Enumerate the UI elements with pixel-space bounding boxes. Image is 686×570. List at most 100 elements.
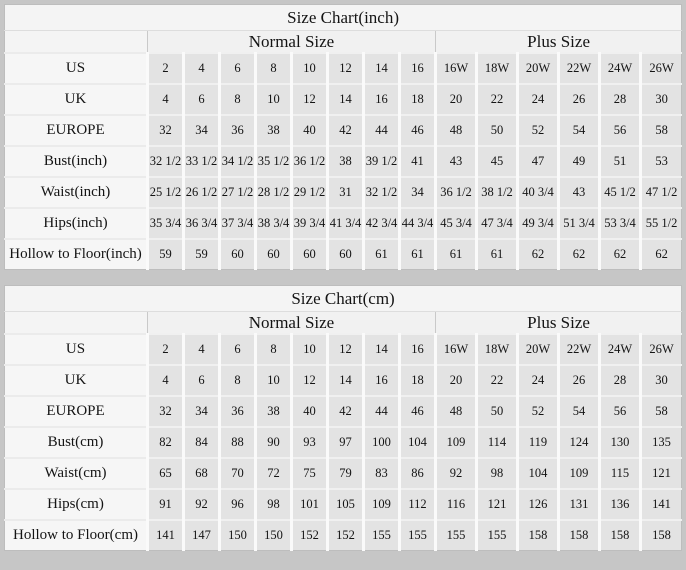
size-cell: 14 xyxy=(326,364,364,396)
size-cell: 38 1/2 xyxy=(475,176,518,208)
size-cell: 92 xyxy=(434,457,477,489)
size-cell: 20W xyxy=(516,52,559,84)
size-cell: 62 xyxy=(638,238,682,270)
size-cell: 121 xyxy=(475,488,518,520)
size-cell: 4 xyxy=(182,52,220,84)
size-cell: 121 xyxy=(638,457,682,489)
size-cell: 22W xyxy=(557,333,600,365)
size-cell: 61 xyxy=(398,238,436,270)
size-cell: 46 xyxy=(398,395,436,427)
size-cell: 10 xyxy=(254,83,292,115)
table-row: EUROPE 32 34 36 38 40 42 44 46 48 50 52 54 56 58 xyxy=(4,114,682,146)
size-cell: 16W xyxy=(434,333,477,365)
size-cell: 12 xyxy=(326,333,364,365)
size-cell: 36 1/2 xyxy=(290,145,328,177)
size-cell: 52 xyxy=(516,395,559,427)
size-cell: 10 xyxy=(290,52,328,84)
size-cell: 82 xyxy=(146,426,184,458)
size-cell: 28 1/2 xyxy=(254,176,292,208)
table-row: EUROPE 32 34 36 38 40 42 44 46 48 50 52 54 56 58 xyxy=(4,395,682,427)
size-cell: 28 xyxy=(598,83,641,115)
size-cell: 135 xyxy=(638,426,682,458)
size-cell: 61 xyxy=(362,238,400,270)
size-cell: 16 xyxy=(398,52,436,84)
size-cell: 18W xyxy=(475,52,518,84)
size-cell: 40 3/4 xyxy=(516,176,559,208)
plus-size-header: Plus Size xyxy=(434,30,682,54)
size-cell: 31 xyxy=(326,176,364,208)
size-cell: 147 xyxy=(182,519,220,551)
size-cell: 48 xyxy=(434,114,477,146)
table-row: US 2 4 6 8 10 12 14 16 16W 18W 20W 22W 24W 26W xyxy=(4,52,682,84)
table-row: Waist(inch) 25 1/2 26 1/2 27 1/2 28 1/2 29 1/… xyxy=(4,176,682,208)
size-cell: 22 xyxy=(475,83,518,115)
size-cell: 84 xyxy=(182,426,220,458)
size-cell: 29 1/2 xyxy=(290,176,328,208)
size-cell: 18 xyxy=(398,364,436,396)
chart-title: Size Chart(cm) xyxy=(4,285,682,312)
size-cell: 59 xyxy=(146,238,184,270)
row-label: Waist(cm) xyxy=(4,457,149,489)
size-cell: 114 xyxy=(475,426,518,458)
size-cell: 60 xyxy=(218,238,256,270)
size-cell: 26W xyxy=(638,333,682,365)
row-label: EUROPE xyxy=(4,114,149,146)
size-cell: 56 xyxy=(598,114,641,146)
row-label: Bust(inch) xyxy=(4,145,149,177)
size-cell: 25 1/2 xyxy=(146,176,184,208)
size-cell: 105 xyxy=(326,488,364,520)
size-cell: 40 xyxy=(290,395,328,427)
row-label: Bust(cm) xyxy=(4,426,149,458)
size-cell: 38 xyxy=(254,114,292,146)
table-row: Waist(cm) 65 68 70 72 75 79 83 86 92 98 104 109 115 12… xyxy=(4,457,682,489)
size-cell: 51 xyxy=(598,145,641,177)
size-cell: 8 xyxy=(218,364,256,396)
size-cell: 18W xyxy=(475,333,518,365)
row-label: US xyxy=(4,333,149,365)
row-label: Hips(cm) xyxy=(4,488,149,520)
size-cell: 36 xyxy=(218,395,256,427)
size-cell: 47 xyxy=(516,145,559,177)
size-cell: 26W xyxy=(638,52,682,84)
group-header-row: Normal Size Plus Size xyxy=(4,30,682,54)
size-cell: 61 xyxy=(434,238,477,270)
size-cell: 96 xyxy=(218,488,256,520)
size-cell: 8 xyxy=(254,52,292,84)
table-row: Bust(cm) 82 84 88 90 93 97 100 104 109 114 119 124 13… xyxy=(4,426,682,458)
size-cell: 37 3/4 xyxy=(218,207,256,239)
size-cell: 72 xyxy=(254,457,292,489)
size-cell: 36 1/2 xyxy=(434,176,477,208)
size-cell: 4 xyxy=(182,333,220,365)
size-cell: 101 xyxy=(290,488,328,520)
row-label: Hollow to Floor(inch) xyxy=(4,238,149,270)
size-cell: 136 xyxy=(598,488,641,520)
row-label: Waist(inch) xyxy=(4,176,149,208)
size-cell: 141 xyxy=(638,488,682,520)
size-cell: 12 xyxy=(326,52,364,84)
size-cell: 41 3/4 xyxy=(326,207,364,239)
size-cell: 33 1/2 xyxy=(182,145,220,177)
title-row: Size Chart(inch) xyxy=(4,4,682,31)
size-cell: 112 xyxy=(398,488,436,520)
size-cell: 158 xyxy=(516,519,559,551)
size-cell: 98 xyxy=(475,457,518,489)
size-cell: 35 3/4 xyxy=(146,207,184,239)
size-cell: 6 xyxy=(182,364,220,396)
size-rows: US 2 4 6 8 10 12 14 16 16W 18W 20W 22W 24W 26W UK 4 6 8 10 1… xyxy=(4,52,682,270)
table-row: Bust(inch) 32 1/2 33 1/2 34 1/2 35 1/2 36 1/2… xyxy=(4,145,682,177)
size-cell: 26 xyxy=(557,83,600,115)
size-cell: 158 xyxy=(598,519,641,551)
normal-size-header: Normal Size xyxy=(147,30,436,54)
size-chart-inch-table: Size Chart(inch) Normal Size Plus Size U… xyxy=(4,4,683,270)
size-cell: 14 xyxy=(326,83,364,115)
table-row: Hollow to Floor(cm) 141 147 150 150 152 152 155… xyxy=(4,519,682,551)
size-cell: 109 xyxy=(557,457,600,489)
size-cell: 42 3/4 xyxy=(362,207,400,239)
size-cell: 16 xyxy=(362,83,400,115)
size-cell: 18 xyxy=(398,83,436,115)
size-cell: 109 xyxy=(362,488,400,520)
table-row: Hollow to Floor(inch) 59 59 60 60 60 60 61 61 61 6… xyxy=(4,238,682,270)
size-cell: 100 xyxy=(362,426,400,458)
size-cell: 109 xyxy=(434,426,477,458)
